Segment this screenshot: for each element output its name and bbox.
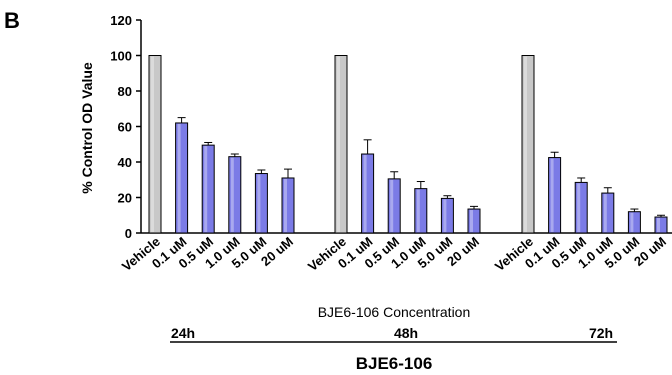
bar <box>440 197 454 234</box>
bar <box>175 122 189 234</box>
bar-highlight <box>416 189 420 232</box>
bar <box>601 192 615 234</box>
bar <box>281 177 295 234</box>
y-tick-label: 0 <box>125 226 132 241</box>
bar-highlight <box>603 194 607 232</box>
bar <box>361 153 375 234</box>
compound-label: BJE6-106 <box>356 354 433 373</box>
bar <box>627 211 641 234</box>
bar-highlight <box>443 199 447 232</box>
bar <box>548 157 562 234</box>
y-tick-label: 80 <box>118 84 132 99</box>
bar <box>201 144 215 234</box>
bar-highlight <box>390 179 394 232</box>
y-tick-label: 120 <box>110 13 132 28</box>
y-tick-label: 60 <box>118 120 132 135</box>
bar-highlight <box>363 155 367 232</box>
bar <box>574 181 588 234</box>
bar-highlight <box>550 158 554 232</box>
bar-highlight <box>177 123 181 232</box>
bar-highlight <box>337 56 340 232</box>
bar-highlight <box>577 183 581 232</box>
y-tick-label: 40 <box>118 155 132 170</box>
timepoint-label: 48h <box>394 325 418 341</box>
y-tick-label: 100 <box>110 49 132 64</box>
bar <box>228 156 242 234</box>
bar-highlight <box>284 178 287 232</box>
bar <box>387 178 401 234</box>
bar-highlight <box>230 157 234 232</box>
bar-highlight <box>470 210 473 232</box>
bar-highlight <box>204 146 208 232</box>
bar <box>521 55 535 234</box>
bar <box>654 216 668 234</box>
bar <box>334 55 348 234</box>
bar-highlight <box>630 212 634 232</box>
bar-highlight <box>257 174 261 232</box>
bar <box>148 55 162 234</box>
bars-layer <box>148 55 668 234</box>
timepoint-label: 24h <box>171 325 195 341</box>
x-axis-label: BJE6-106 Concentration <box>318 304 471 320</box>
y-axis-label: % Control OD Value <box>79 62 95 194</box>
timepoint-labels: 24h 48h 72h <box>170 325 617 343</box>
y-tick-label: 20 <box>118 191 132 206</box>
panel-letter: B <box>4 8 20 33</box>
bar-highlight <box>657 218 660 232</box>
bar-highlight <box>524 56 527 232</box>
bar <box>467 208 481 234</box>
bar-highlight <box>151 56 154 232</box>
timepoint-label: 72h <box>589 325 613 341</box>
bar <box>254 173 268 234</box>
bar <box>414 188 428 234</box>
